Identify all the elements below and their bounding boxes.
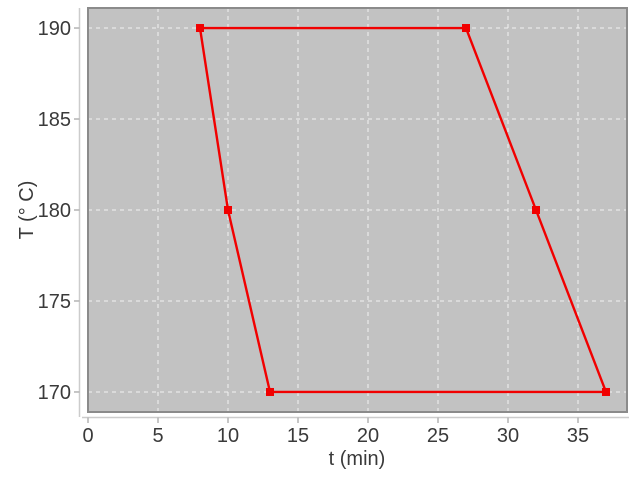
axis-layer [74,8,629,423]
data-point-marker [224,206,232,214]
x-tick-label: 25 [427,425,449,447]
tick-label-layer: 0 5 10 15 20 25 30 35 170 175 180 185 190 [38,18,590,447]
data-point-marker [266,387,274,396]
y-axis-label: T (° C) [16,181,38,240]
y-tick-label: 190 [38,18,71,40]
y-tick-label: 170 [38,382,71,404]
y-tick-label: 180 [38,200,71,222]
y-tick-label: 185 [38,109,71,131]
x-tick-label: 10 [217,425,239,447]
y-tick-label: 175 [38,291,71,313]
x-tick-label: 20 [357,425,379,447]
x-axis-label: t (min) [329,448,386,470]
data-point-marker [532,206,540,214]
x-tick-label: 35 [567,425,589,447]
data-point-marker [196,24,204,33]
x-tick-label: 0 [82,425,93,447]
x-tick-label: 5 [152,425,163,447]
data-point-marker [602,387,610,396]
x-tick-label: 30 [497,425,519,447]
x-tick-label: 15 [287,425,309,447]
plot-border [87,7,628,413]
data-point-marker [462,24,470,33]
series-layer [196,24,610,396]
